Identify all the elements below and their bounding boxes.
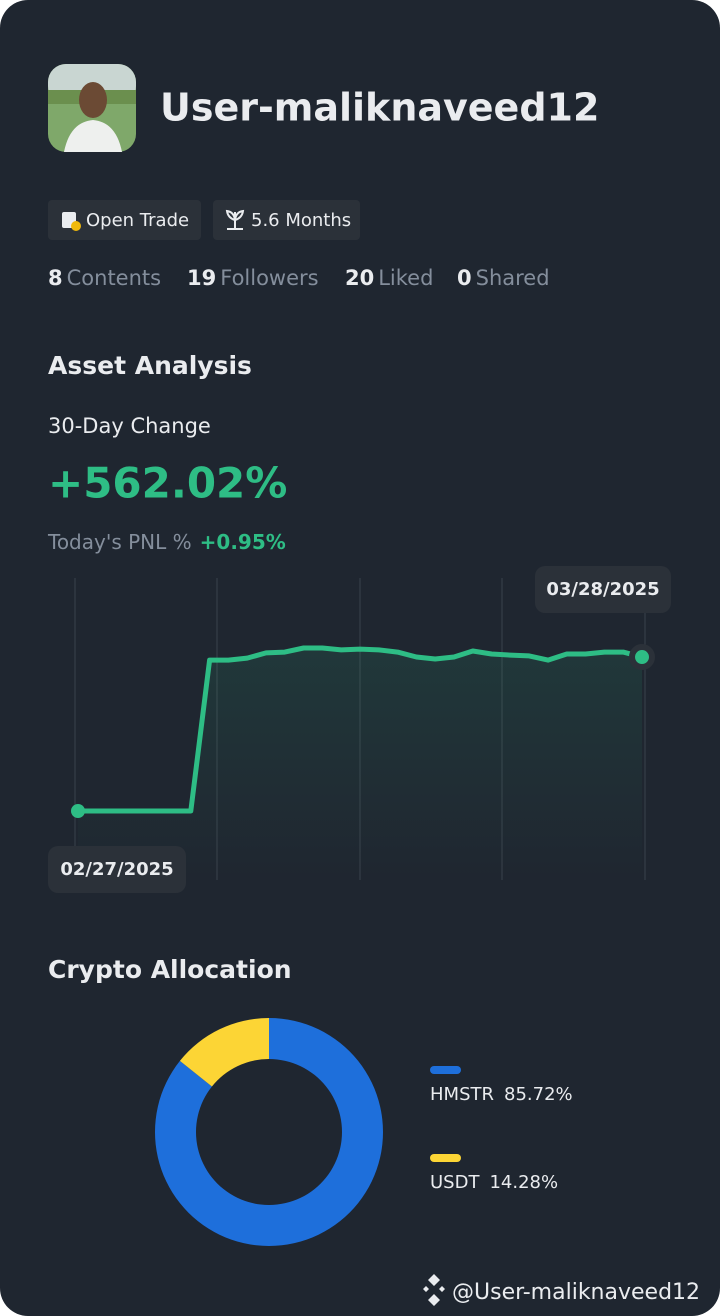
legend-swatch (430, 1154, 461, 1162)
username: User-maliknaveed12 (160, 86, 599, 130)
legend-value: 14.28% (489, 1172, 558, 1193)
donut-slice (154, 1018, 383, 1247)
line-chart (71, 578, 655, 880)
area (78, 648, 642, 880)
legend-swatch (430, 1066, 461, 1074)
start-dot (71, 804, 85, 818)
badge-label: 5.6 Months (251, 210, 351, 231)
legend-label: USDT (430, 1172, 480, 1193)
legend-entry: HMSTR 85.72% (430, 1084, 573, 1105)
stat-number: 19 (187, 266, 216, 290)
footer: @User-maliknaveed12 (423, 1274, 700, 1306)
donut-chart: HMSTR 85.72% USDT 14.28% (154, 1018, 573, 1247)
stat-label: Followers (220, 266, 318, 290)
footer-handle: @User-maliknaveed12 (452, 1280, 700, 1305)
section-title: Crypto Allocation (48, 955, 292, 984)
pnl: Today's PNL % +0.95% (47, 530, 286, 554)
badge-icon (71, 221, 81, 231)
change-value: +562.02% (48, 459, 287, 508)
stat-number: 0 (457, 266, 472, 290)
avatar (48, 64, 136, 152)
badge (48, 200, 201, 240)
tooltip (48, 846, 186, 893)
legend-value: 85.72% (504, 1084, 573, 1105)
change-label: 30-Day Change (48, 414, 211, 438)
pnl-label: Today's PNL % (47, 530, 192, 554)
stat-label: Liked (378, 266, 433, 290)
badge-icon (225, 209, 245, 230)
legend-entry: USDT 14.28% (430, 1172, 558, 1193)
badge (213, 200, 360, 240)
end-dot (629, 644, 655, 671)
line (78, 645, 643, 814)
stat-number: 8 (48, 266, 63, 290)
donut-slice (179, 1018, 269, 1087)
start-date: 02/27/2025 (60, 859, 173, 880)
legend-label: HMSTR (430, 1084, 494, 1105)
end-date: 03/28/2025 (546, 579, 659, 600)
section-title: Asset Analysis (48, 351, 252, 380)
pnl-value: +0.95% (200, 530, 286, 554)
stat-label: Contents (67, 266, 161, 290)
stat-number: 20 (345, 266, 374, 290)
stat-label: Shared (476, 266, 550, 290)
badge-label: Open Trade (86, 210, 189, 231)
tooltip (535, 566, 671, 613)
stats: 8 Contents 19 Followers 20 Liked 0 Shared (48, 266, 550, 290)
